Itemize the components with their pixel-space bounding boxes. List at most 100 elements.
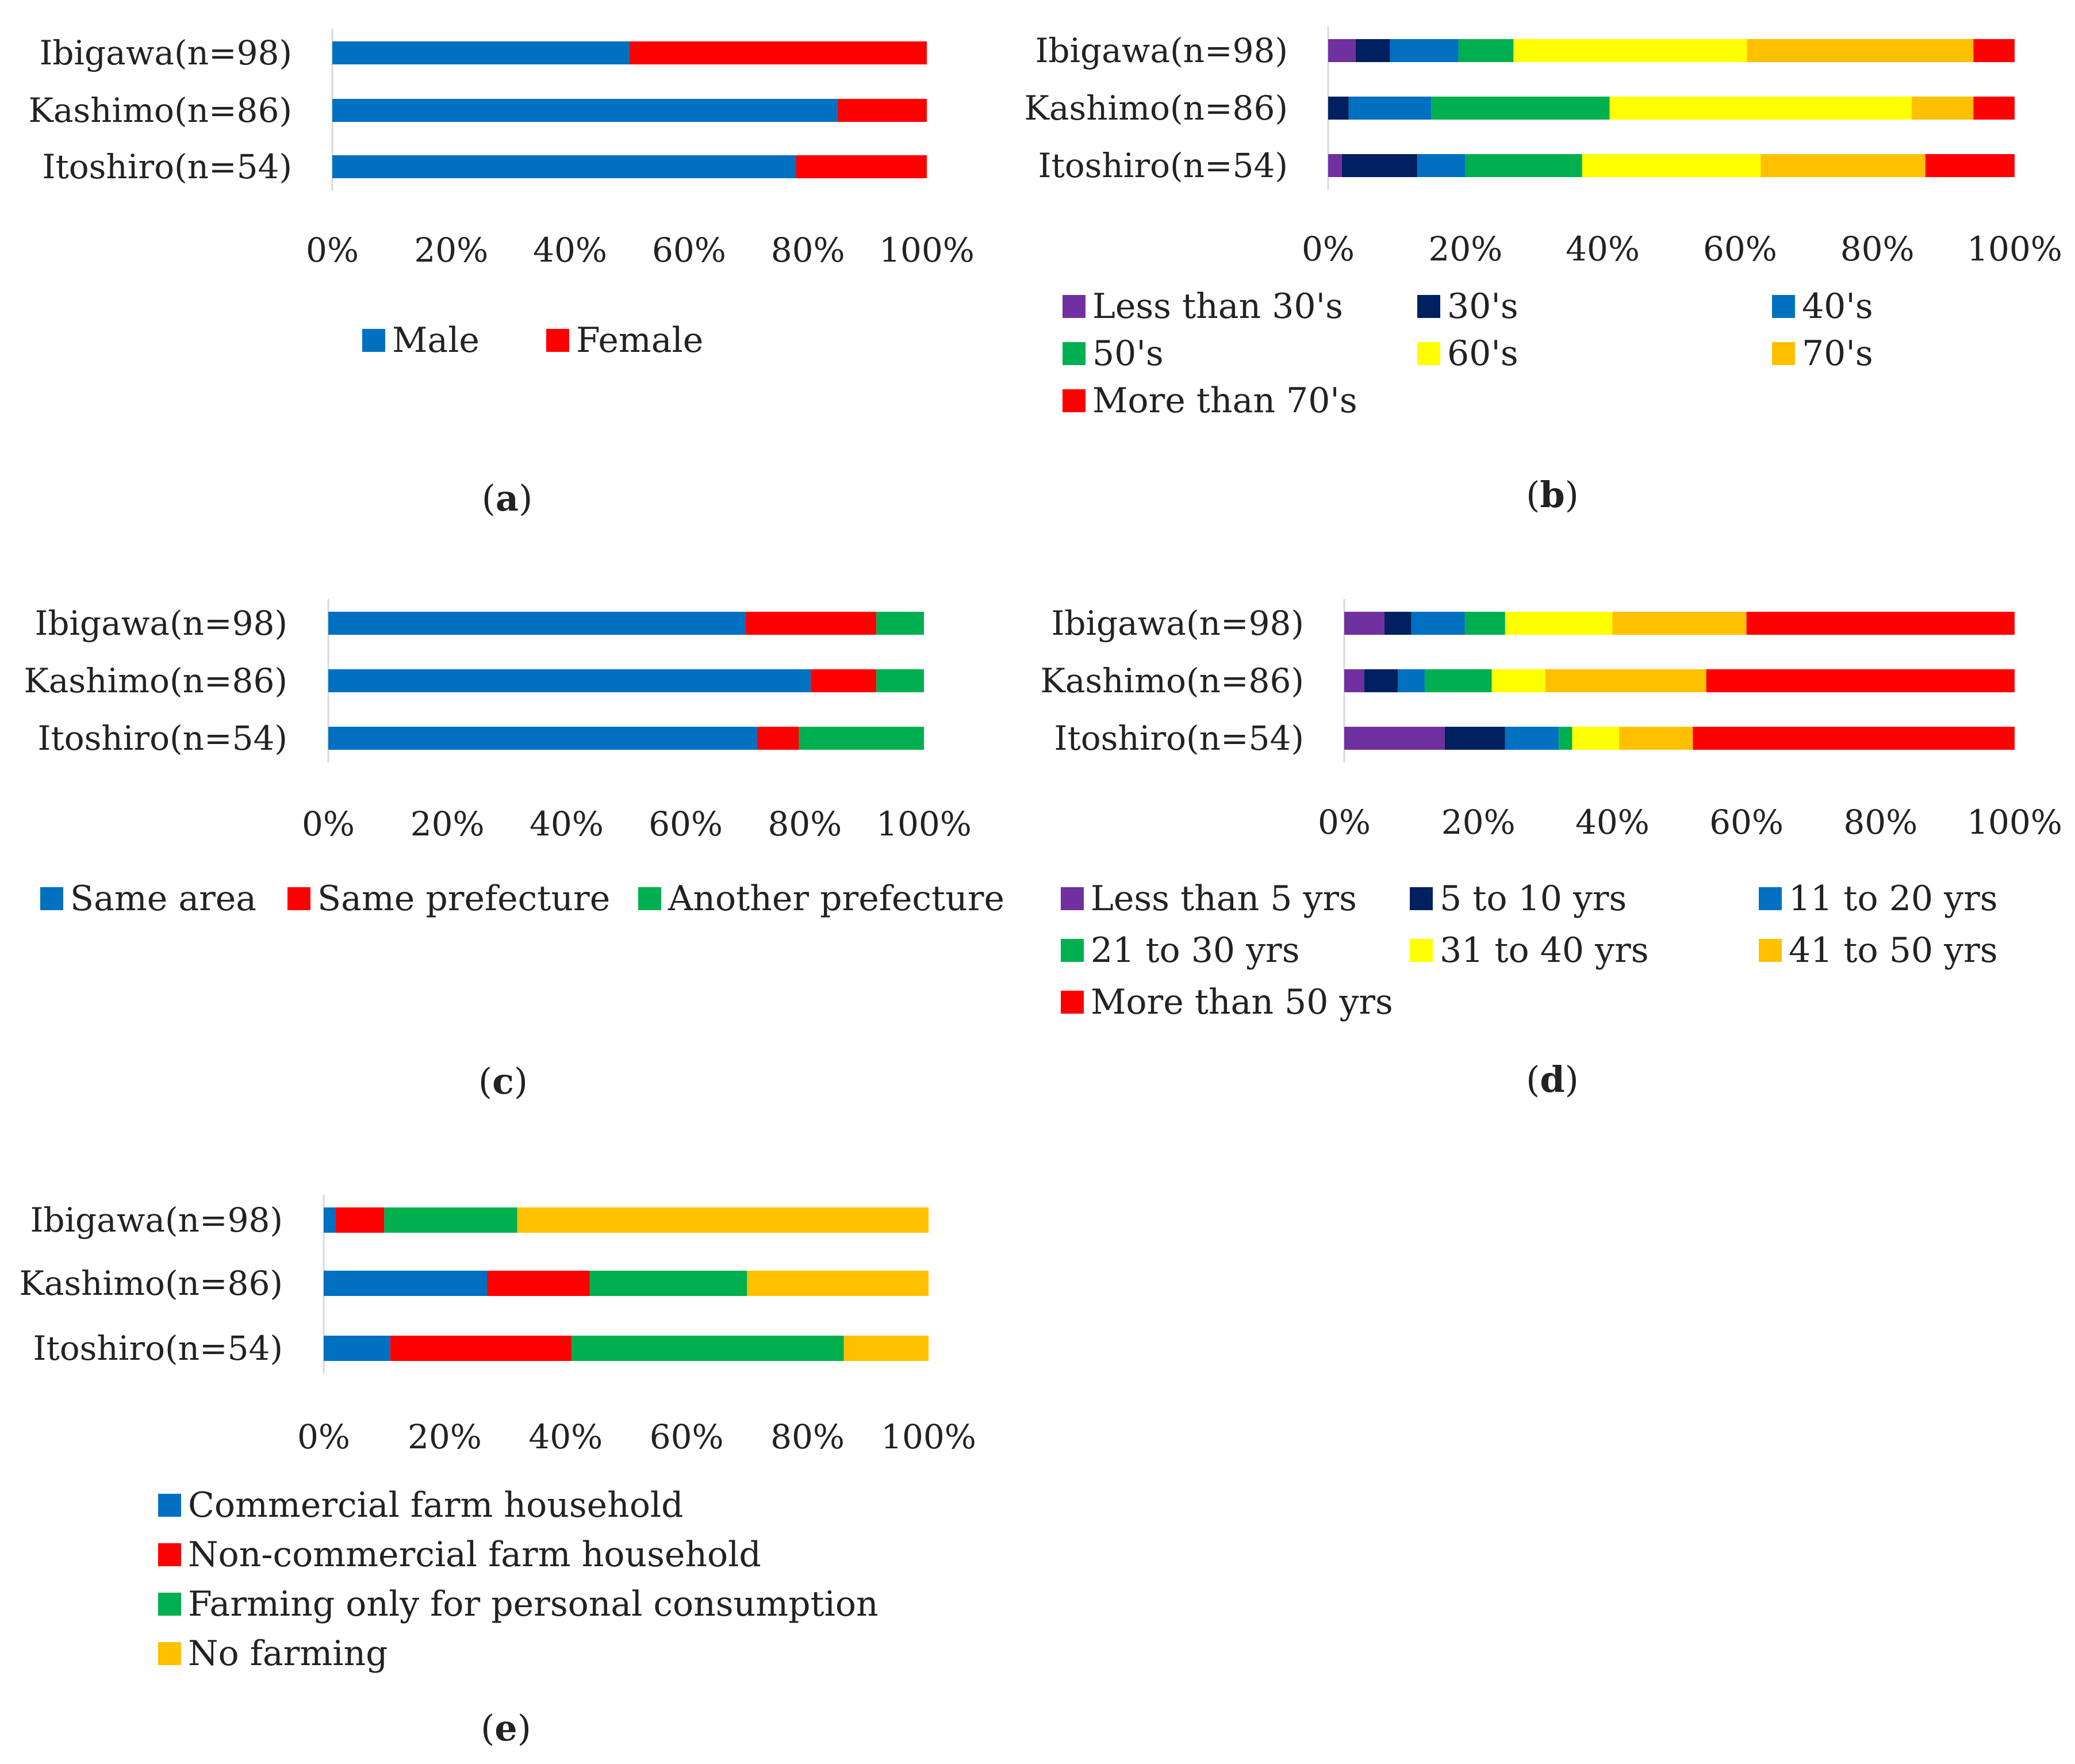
legend-swatch-70-s	[1772, 342, 1795, 365]
chart-panel-e: Ibigawa(n=98) Kashimo(n=86) Itoshiro(n=54)…	[19, 1195, 976, 1749]
legend-swatch-no-farming	[158, 1642, 181, 1665]
legend-swatch-less-than-30-s	[1063, 295, 1086, 318]
category-label-kashimo-n-86: Kashimo(n=86)	[1024, 89, 1288, 128]
x-tick-label: 100%	[1967, 229, 2062, 269]
bar-segment-ibigawa-n-98-another-prefecture	[876, 612, 924, 635]
bar-segment-itoshiro-n-54-female	[796, 155, 927, 178]
legend-swatch-more-than-70-s	[1063, 389, 1086, 412]
bar-segment-kashimo-n-86-no-farming	[747, 1271, 929, 1296]
x-tick-label: 60%	[650, 1417, 724, 1456]
x-tick-label: 0%	[1318, 803, 1371, 842]
category-label-ibigawa-n-98: Ibigawa(n=98)	[1035, 31, 1288, 70]
caption-letter: c	[492, 1060, 514, 1102]
bar-segment-kashimo-n-86-31-to-40-yrs	[1491, 669, 1545, 692]
legend-label-more-than-50-yrs: More than 50 yrs	[1091, 982, 1393, 1022]
x-tick-label: 20%	[1428, 229, 1502, 269]
caption-open-paren: (	[482, 477, 496, 519]
bar-segment-itoshiro-n-54-60-s	[1582, 154, 1761, 177]
category-label-itoshiro-n-54: Itoshiro(n=54)	[1054, 719, 1304, 758]
x-tick-label: 0%	[302, 804, 355, 843]
x-tick-label: 20%	[408, 1417, 482, 1456]
bar-segment-kashimo-n-86-5-to-10-yrs	[1364, 669, 1398, 692]
bar-segment-itoshiro-n-54-no-farming	[843, 1336, 929, 1361]
caption-letter: d	[1540, 1059, 1564, 1100]
legend-label-non-commercial-farm-household: Non-commercial farm household	[188, 1535, 761, 1575]
legend-swatch-commercial-farm-household	[158, 1494, 181, 1517]
legend-label-70-s: 70's	[1802, 333, 1873, 374]
bar-segment-kashimo-n-86-male	[332, 99, 838, 122]
category-label-kashimo-n-86: Kashimo(n=86)	[1040, 661, 1304, 700]
bar-segment-ibigawa-n-98-farming-only-for-personal-consumption	[384, 1207, 517, 1233]
legend-label-21-to-30-yrs: 21 to 30 yrs	[1091, 930, 1300, 971]
category-label-itoshiro-n-54: Itoshiro(n=54)	[33, 1329, 283, 1368]
legend-swatch-11-to-20-yrs	[1759, 887, 1782, 910]
bar-segment-ibigawa-n-98-50-s	[1458, 39, 1514, 62]
bar-segment-kashimo-n-86-41-to-50-yrs	[1545, 669, 1706, 692]
bar-segment-itoshiro-n-54-male	[332, 155, 796, 178]
bar-segment-kashimo-n-86-non-commercial-farm-household	[487, 1271, 590, 1296]
bar-segment-itoshiro-n-54-30-s	[1341, 154, 1418, 177]
bar-segment-ibigawa-n-98-5-to-10-yrs	[1384, 612, 1412, 635]
x-tick-label: 80%	[1843, 803, 1917, 842]
legend-label-same-prefecture: Same prefecture	[317, 879, 610, 919]
bar-segment-itoshiro-n-54-less-than-30-s	[1328, 154, 1342, 177]
bar-segment-itoshiro-n-54-31-to-40-yrs	[1572, 727, 1620, 750]
caption-open-paren: (	[478, 1060, 492, 1102]
bar-segment-kashimo-n-86-female	[837, 99, 927, 122]
legend-label-another-prefecture: Another prefecture	[668, 879, 1004, 919]
legend-label-40-s: 40's	[1802, 286, 1873, 327]
bar-segment-ibigawa-n-98-31-to-40-yrs	[1505, 612, 1613, 635]
caption-letter: b	[1540, 474, 1564, 516]
category-label-ibigawa-n-98: Ibigawa(n=98)	[39, 33, 292, 72]
category-label-itoshiro-n-54: Itoshiro(n=54)	[1038, 146, 1288, 185]
legend-label-5-to-10-yrs: 5 to 10 yrs	[1440, 879, 1627, 919]
caption-letter: e	[494, 1707, 517, 1749]
bar-segment-itoshiro-n-54-more-than-50-yrs	[1693, 727, 2015, 750]
bar-segment-kashimo-n-86-another-prefecture	[876, 669, 924, 692]
x-tick-label: 60%	[652, 231, 726, 270]
caption-close-paren: )	[1565, 1059, 1579, 1100]
legend-swatch-female	[546, 329, 569, 352]
caption-open-paren: (	[481, 1707, 494, 1749]
legend-swatch-same-prefecture	[287, 887, 310, 910]
bar-segment-ibigawa-n-98-60-s	[1513, 39, 1747, 62]
legend-swatch-male	[362, 329, 385, 352]
legend-label-same-area: Same area	[70, 879, 256, 919]
legend-label-11-to-20-yrs: 11 to 20 yrs	[1789, 879, 1998, 919]
category-label-itoshiro-n-54: Itoshiro(n=54)	[43, 147, 292, 186]
panel-caption: (d)	[1526, 1059, 1579, 1100]
chart-panel-b: Ibigawa(n=98) Kashimo(n=86) Itoshiro(n=54)…	[1024, 26, 2062, 516]
legend-label-commercial-farm-household: Commercial farm household	[188, 1485, 684, 1525]
legend-label-60-s: 60's	[1447, 333, 1518, 374]
category-label-kashimo-n-86: Kashimo(n=86)	[24, 661, 287, 700]
bar-segment-kashimo-n-86-70-s	[1911, 97, 1974, 120]
bar-segment-ibigawa-n-98-more-than-50-yrs	[1746, 612, 2015, 635]
legend-swatch-more-than-50-yrs	[1061, 991, 1084, 1014]
bar-segment-kashimo-n-86-50-s	[1431, 97, 1610, 120]
bar-segment-itoshiro-n-54-70-s	[1761, 154, 1926, 177]
x-tick-label: 0%	[1302, 229, 1355, 269]
bar-segment-itoshiro-n-54-41-to-50-yrs	[1619, 727, 1693, 750]
x-tick-label: 40%	[528, 1417, 603, 1456]
bar-segment-itoshiro-n-54-40-s	[1417, 154, 1466, 177]
bar-segment-ibigawa-n-98-41-to-50-yrs	[1612, 612, 1747, 635]
bar-segment-kashimo-n-86-farming-only-for-personal-consumption	[589, 1271, 747, 1296]
category-label-kashimo-n-86: Kashimo(n=86)	[28, 91, 292, 130]
caption-open-paren: (	[1526, 474, 1540, 516]
bar-segment-ibigawa-n-98-commercial-farm-household	[324, 1207, 336, 1233]
bar-segment-kashimo-n-86-60-s	[1609, 97, 1912, 120]
x-tick-label: 100%	[879, 231, 975, 270]
x-tick-label: 0%	[306, 231, 359, 270]
bar-segment-kashimo-n-86-same-area	[328, 669, 811, 692]
bar-segment-ibigawa-n-98-same-area	[328, 612, 746, 635]
x-tick-label: 40%	[530, 804, 604, 843]
bar-segment-itoshiro-n-54-farming-only-for-personal-consumption	[572, 1336, 844, 1361]
x-tick-label: 20%	[414, 231, 488, 270]
x-tick-label: 80%	[770, 1417, 845, 1456]
x-tick-label: 80%	[768, 804, 842, 843]
legend-label-male: Male	[392, 320, 480, 361]
bar-segment-ibigawa-n-98-more-than-70-s	[1973, 39, 2015, 62]
bar-segment-ibigawa-n-98-non-commercial-farm-household	[336, 1207, 385, 1233]
legend-label-41-to-50-yrs: 41 to 50 yrs	[1789, 930, 1998, 971]
bar-segment-ibigawa-n-98-70-s	[1747, 39, 1974, 62]
